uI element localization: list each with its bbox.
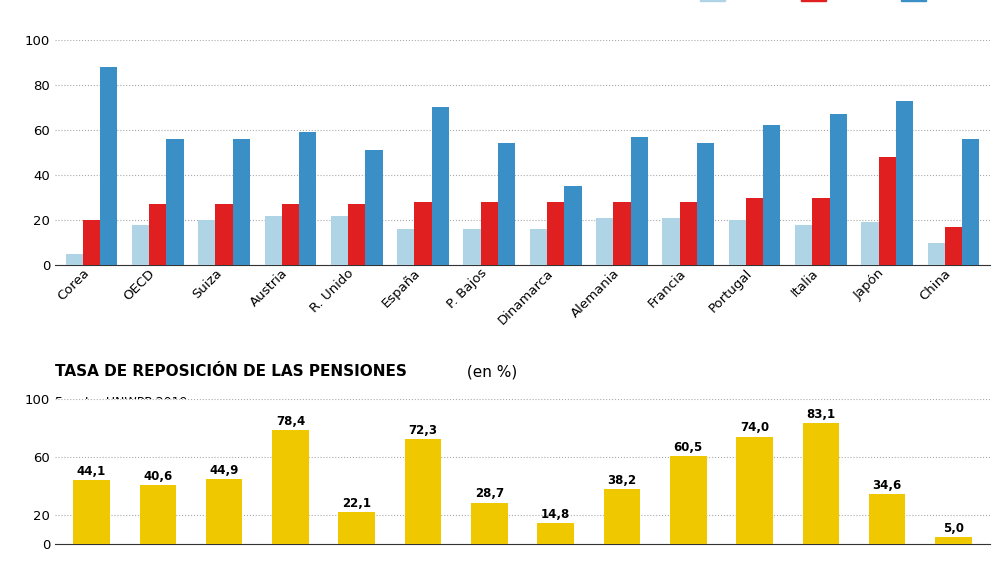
Text: 34,6: 34,6 [873, 479, 902, 492]
Bar [66, 254, 83, 265]
Text: 44,1: 44,1 [77, 465, 106, 478]
Bar [631, 137, 648, 265]
Bar [613, 202, 631, 265]
Text: 72,3: 72,3 [409, 424, 438, 437]
Bar [365, 150, 383, 265]
Text: 83,1: 83,1 [806, 408, 835, 421]
Bar [746, 197, 763, 265]
Bar [662, 218, 680, 265]
Bar [879, 157, 896, 265]
Bar [463, 229, 481, 265]
Text: 60,5: 60,5 [674, 441, 703, 454]
Bar [73, 480, 110, 544]
Bar [935, 537, 972, 544]
Bar [670, 456, 707, 544]
Bar [432, 107, 449, 265]
Bar [206, 479, 242, 544]
Bar [140, 485, 176, 544]
Bar [481, 202, 498, 265]
Bar [414, 202, 432, 265]
Bar [530, 229, 547, 265]
Bar [405, 439, 441, 544]
Bar [928, 243, 945, 265]
Text: 28,7: 28,7 [475, 488, 504, 500]
Bar [596, 218, 613, 265]
Bar [537, 523, 574, 544]
Bar [547, 202, 564, 265]
Bar [233, 139, 250, 265]
Legend: 1980, 2020, 2060: 1980, 2020, 2060 [700, 0, 982, 3]
Text: TASA DE REPOSICIÓN DE LAS PENSIONES: TASA DE REPOSICIÓN DE LAS PENSIONES [55, 365, 407, 379]
Bar [397, 229, 414, 265]
Bar [604, 489, 640, 544]
Bar [215, 204, 233, 265]
Bar [166, 139, 184, 265]
Text: 38,2: 38,2 [607, 473, 637, 486]
Text: 44,9: 44,9 [209, 464, 239, 477]
Text: 5,0: 5,0 [943, 522, 964, 535]
Bar [962, 139, 979, 265]
Bar [100, 67, 117, 265]
Bar [896, 100, 913, 265]
Bar [697, 143, 714, 265]
Bar [795, 225, 812, 265]
Bar [331, 215, 348, 265]
Bar [736, 437, 773, 544]
Bar [149, 204, 166, 265]
Bar [282, 204, 299, 265]
Text: 14,8: 14,8 [541, 507, 570, 521]
Text: (en %): (en %) [462, 365, 517, 379]
Bar [198, 220, 215, 265]
Bar [272, 430, 309, 544]
Text: 78,4: 78,4 [276, 415, 305, 428]
Text: Fuente: UNWPP 2019: Fuente: UNWPP 2019 [55, 396, 187, 409]
Bar [348, 204, 365, 265]
Bar [132, 225, 149, 265]
Bar [265, 215, 282, 265]
Text: 22,1: 22,1 [342, 497, 371, 510]
Bar [299, 132, 316, 265]
Bar [830, 114, 847, 265]
Bar [945, 227, 962, 265]
Bar [861, 222, 879, 265]
Bar [812, 197, 830, 265]
Text: 40,6: 40,6 [143, 470, 172, 483]
Bar [498, 143, 515, 265]
Bar [803, 424, 839, 544]
Text: 74,0: 74,0 [740, 421, 769, 434]
Bar [729, 220, 746, 265]
Bar [83, 220, 100, 265]
Bar [680, 202, 697, 265]
Bar [869, 494, 905, 544]
Bar [338, 512, 375, 544]
Bar [564, 187, 582, 265]
Bar [763, 125, 780, 265]
Bar [471, 502, 508, 544]
